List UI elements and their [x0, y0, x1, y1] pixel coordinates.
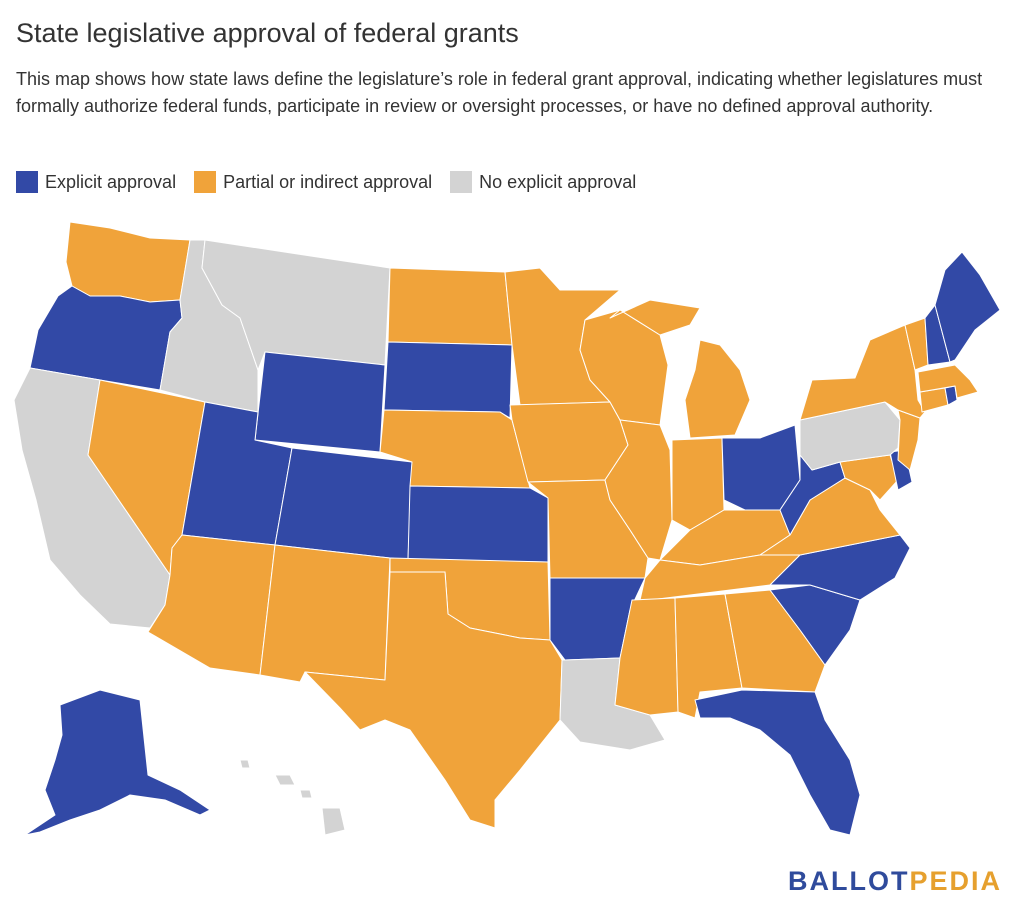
state-mi[interactable]	[609, 299, 751, 439]
state-ia[interactable]	[509, 401, 629, 483]
map-subtitle: This map shows how state laws define the…	[16, 69, 983, 116]
state-ny[interactable]	[799, 324, 926, 421]
logo-part-pedia: PEDIA	[909, 866, 1002, 896]
state-wa[interactable]	[65, 221, 191, 303]
legend-swatch-none	[450, 171, 473, 193]
ballotpedia-logo: BALLOTPEDIA	[788, 866, 1002, 897]
state-me[interactable]	[934, 251, 1001, 363]
state-mt[interactable]	[201, 239, 391, 371]
state-nm[interactable]	[259, 544, 391, 683]
state-ma[interactable]	[917, 364, 979, 399]
legend-label-explicit: Explicit approval	[45, 171, 177, 192]
map-title: State legislative approval of federal gr…	[16, 18, 519, 48]
state-fl[interactable]	[694, 689, 861, 836]
state-ak[interactable]	[24, 689, 211, 836]
state-tx[interactable]	[304, 571, 563, 829]
state-ks[interactable]	[407, 485, 549, 563]
us-states-map	[13, 221, 1001, 836]
logo-part-ballot: BALLOT	[787, 866, 910, 896]
state-il[interactable]	[604, 419, 673, 561]
legend-swatch-partial	[194, 171, 217, 193]
legend-item-explicit: Explicit approval	[16, 171, 176, 193]
state-sd[interactable]	[383, 341, 513, 419]
legend-swatch-explicit	[16, 171, 38, 193]
legend-item-none: No explicit approval	[450, 171, 636, 193]
state-co[interactable]	[274, 447, 413, 561]
state-pa[interactable]	[799, 401, 901, 471]
legend-label-none: No explicit approval	[479, 171, 637, 192]
legend-label-partial: Partial or indirect approval	[223, 171, 433, 192]
state-hi[interactable]	[239, 759, 346, 836]
legend-item-partial: Partial or indirect approval	[194, 171, 432, 193]
state-wy[interactable]	[254, 351, 386, 453]
legend: Explicit approval Partial or indirect ap…	[16, 171, 654, 193]
state-nd[interactable]	[387, 267, 513, 346]
state-nj[interactable]	[897, 409, 921, 471]
